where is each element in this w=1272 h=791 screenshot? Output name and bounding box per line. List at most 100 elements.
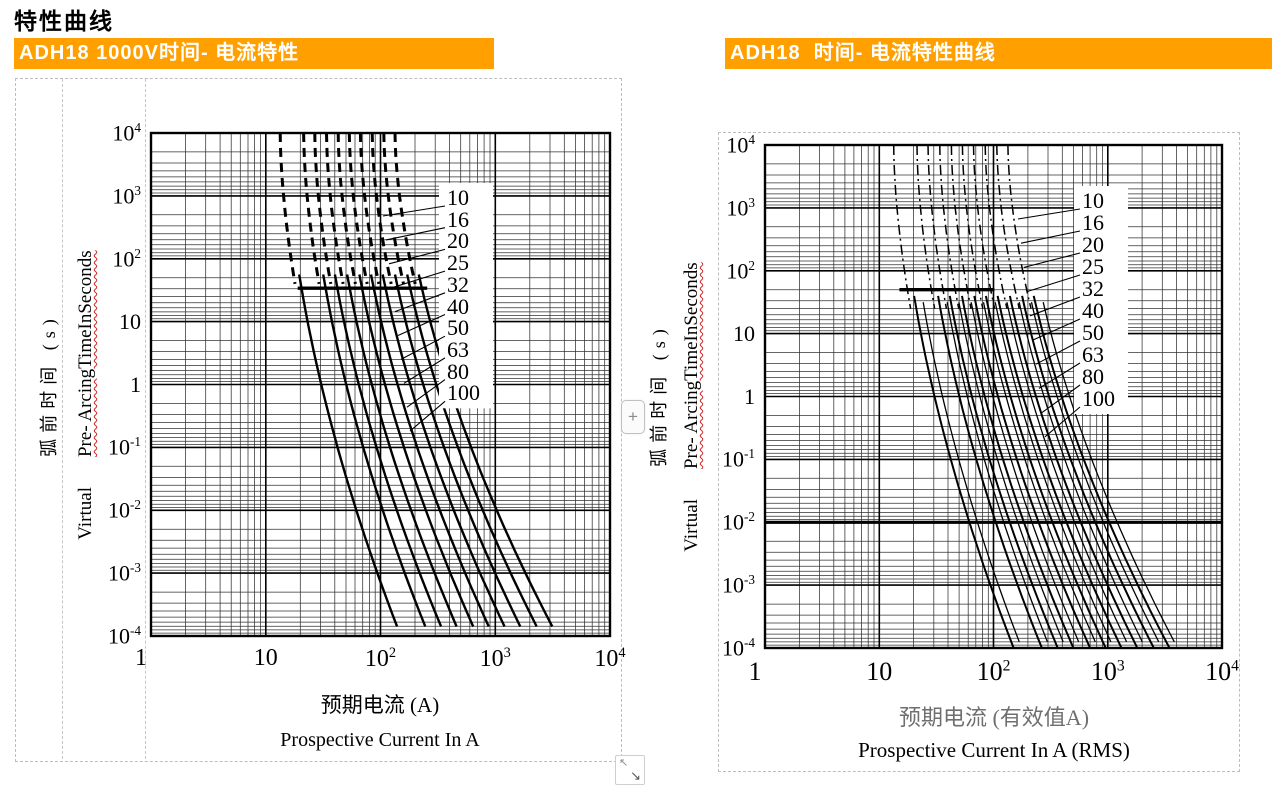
curve-upper-16 bbox=[302, 133, 321, 285]
resize-se-icon: ↘ bbox=[630, 768, 641, 783]
y-label-prearcing: Pre- ArcingTimeInSeconds bbox=[681, 262, 702, 470]
curve-63A-band bbox=[1018, 302, 1143, 642]
y-tick-label: 10 bbox=[119, 308, 141, 334]
curve-40A bbox=[369, 274, 490, 628]
curve-label-63: 63 bbox=[1082, 342, 1104, 367]
left-section-header-text: ADH18 1000V时间- 电流特性 bbox=[19, 42, 300, 64]
curve-label-32: 32 bbox=[1082, 276, 1104, 301]
y-tick-label: 1 bbox=[744, 383, 755, 409]
curve-upper-16 bbox=[916, 145, 936, 309]
x-tick-label: 103 bbox=[479, 645, 511, 672]
leader-line-25 bbox=[1026, 274, 1081, 293]
y-tick-label: 102 bbox=[726, 257, 755, 284]
curve-100A bbox=[417, 274, 554, 628]
curve-40A-band bbox=[994, 302, 1112, 642]
leader-line-16 bbox=[385, 227, 446, 241]
resize-nw-icon: ↖ bbox=[619, 757, 629, 769]
curve-label-20: 20 bbox=[447, 228, 469, 254]
leader-line-16 bbox=[1020, 230, 1081, 244]
curve-50A bbox=[381, 274, 506, 628]
leader-line-10 bbox=[1017, 208, 1081, 220]
leader-line-80 bbox=[406, 379, 446, 408]
right-section-header-text: ADH18 时间- 电流特性曲线 bbox=[730, 42, 996, 64]
curve-upper-80 bbox=[382, 133, 405, 285]
curve-label-32: 32 bbox=[447, 271, 469, 297]
right-x-axis-label-chinese: 预期电流 (有效值A) bbox=[898, 705, 1090, 730]
curve-16A-band bbox=[946, 302, 1048, 642]
y-tick-label: 10-3 bbox=[108, 560, 141, 586]
curve-upper-32 bbox=[336, 133, 357, 285]
curve-upper-50 bbox=[972, 145, 996, 309]
curve-label-box bbox=[439, 183, 493, 409]
y-tick-label: 104 bbox=[112, 120, 141, 146]
curve-label-16: 16 bbox=[1082, 210, 1104, 235]
curve-upper-63 bbox=[984, 145, 1008, 309]
y-tick-label: 10-1 bbox=[722, 446, 755, 472]
curve-upper-10 bbox=[892, 145, 912, 309]
curve-20A-band bbox=[958, 302, 1064, 642]
leader-line-32 bbox=[1029, 296, 1081, 317]
curve-upper-25 bbox=[939, 145, 960, 309]
leader-line-20 bbox=[1023, 252, 1081, 268]
leader-line-50 bbox=[1035, 340, 1081, 365]
left-section-header: ADH18 1000V时间- 电流特性 bbox=[14, 38, 494, 69]
curve-100A bbox=[1032, 295, 1171, 648]
curve-25A bbox=[345, 274, 458, 628]
y-tick-label: 10-4 bbox=[108, 623, 141, 649]
curve-label-10: 10 bbox=[1082, 188, 1104, 213]
curve-label-80: 80 bbox=[1082, 364, 1104, 389]
insert-plus-button[interactable]: + bbox=[621, 400, 645, 434]
curve-label-80: 80 bbox=[447, 358, 469, 384]
leader-line-63 bbox=[403, 357, 446, 384]
y-tick-label: 102 bbox=[112, 245, 141, 272]
curve-upper-40 bbox=[347, 133, 369, 285]
leader-line-50 bbox=[400, 335, 446, 360]
y-tick-label: 103 bbox=[726, 194, 755, 221]
left-chart-plot bbox=[149, 131, 612, 638]
y-tick-label: 1 bbox=[130, 371, 141, 397]
curve-label-10: 10 bbox=[447, 185, 469, 210]
y-tick-label: 10-1 bbox=[108, 434, 141, 460]
curve-16A bbox=[937, 295, 1043, 648]
curve-upper-80 bbox=[996, 145, 1020, 309]
right-section-header: ADH18 时间- 电流特性曲线 bbox=[725, 38, 1272, 69]
curve-upper-63 bbox=[370, 133, 393, 285]
leader-line-40 bbox=[397, 313, 446, 337]
x-tick-label: 102 bbox=[364, 645, 397, 672]
plot-frame bbox=[149, 131, 612, 638]
leader-line-100 bbox=[1044, 406, 1081, 438]
y-tick-label: 10-3 bbox=[722, 572, 755, 598]
curve-50A-band bbox=[1006, 302, 1128, 642]
resize-handle-button[interactable]: ↖ ↘ bbox=[615, 755, 645, 785]
x-tick-label: 1 bbox=[135, 645, 147, 671]
right-time-current-chart: 弧前时间 (s) VirtualPre- ArcingTimeInSeconds… bbox=[640, 95, 1272, 785]
curve-80A bbox=[406, 274, 538, 628]
curve-20A bbox=[948, 295, 1059, 648]
y-tick-label: 103 bbox=[112, 182, 141, 209]
plus-icon: + bbox=[628, 407, 638, 426]
left-y-axis-label-chinese: 弧前时间 (s) bbox=[39, 313, 59, 457]
leader-line-10 bbox=[382, 205, 446, 217]
curve-label-16: 16 bbox=[447, 206, 469, 232]
right-x-axis-label-english: Prospective Current In A (RMS) bbox=[858, 738, 1130, 762]
curve-upper-100 bbox=[1007, 145, 1032, 309]
y-label-prearcing: Pre- ArcingTimeInSeconds bbox=[75, 250, 96, 458]
left-textbox-divider-1 bbox=[62, 79, 63, 759]
x-tick-label: 104 bbox=[594, 645, 626, 672]
left-x-axis-label-english: Prospective Current In A bbox=[280, 729, 480, 751]
curve-10A bbox=[298, 274, 399, 628]
right-chart-plot bbox=[763, 143, 1224, 650]
x-tick-label: 102 bbox=[976, 657, 1011, 686]
curve-label-25: 25 bbox=[1082, 254, 1104, 279]
leader-line-32 bbox=[394, 292, 446, 313]
curve-25A-band bbox=[970, 302, 1080, 642]
x-tick-label: 10 bbox=[253, 645, 278, 671]
leader-line-20 bbox=[388, 248, 446, 265]
curve-16A bbox=[322, 274, 427, 628]
curve-32A bbox=[973, 295, 1092, 648]
curve-label-100: 100 bbox=[1082, 386, 1115, 411]
left-time-current-chart: 弧前时间 (s) VirtualPre- ArcingTimeInSeconds… bbox=[20, 85, 626, 775]
curve-label-20: 20 bbox=[1082, 232, 1104, 257]
curve-10A-band bbox=[922, 302, 1020, 642]
